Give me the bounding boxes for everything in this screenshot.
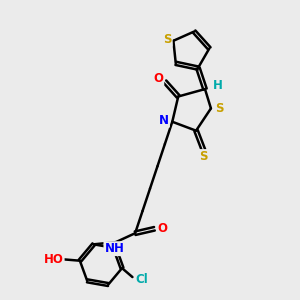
Text: S: S (199, 150, 208, 163)
Text: S: S (163, 33, 172, 46)
Text: N: N (159, 114, 169, 127)
Text: O: O (157, 222, 167, 235)
Text: HO: HO (44, 253, 64, 266)
Text: Cl: Cl (135, 273, 148, 286)
Text: H: H (212, 79, 222, 92)
Text: S: S (215, 102, 224, 115)
Text: O: O (153, 72, 163, 85)
Text: NH: NH (104, 242, 124, 255)
